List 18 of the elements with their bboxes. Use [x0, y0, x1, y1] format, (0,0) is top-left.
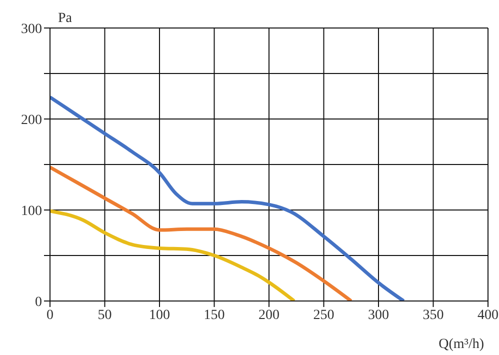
y-tick-label: 300 — [21, 22, 42, 37]
x-tick-label: 250 — [313, 308, 334, 323]
y-tick-label: 200 — [21, 112, 42, 128]
line-series — [50, 165, 353, 301]
line-series — [50, 209, 296, 301]
x-axis-title: Q(m³/h) — [438, 337, 484, 352]
x-tick-label: 300 — [368, 308, 389, 323]
x-tick-label: 400 — [478, 308, 498, 323]
x-tick-label: 200 — [258, 308, 280, 323]
y-axis-title: Pa — [58, 11, 73, 26]
line-series — [50, 95, 406, 301]
x-tick-label: 350 — [422, 308, 444, 323]
y-tick-label: 100 — [21, 204, 42, 219]
y-tick-label: 0 — [35, 294, 42, 310]
x-tick-label: 100 — [149, 308, 170, 323]
x-tick-label: 0 — [46, 308, 54, 323]
x-tick-label: 50 — [98, 308, 112, 323]
x-tick-label: 150 — [204, 308, 225, 323]
